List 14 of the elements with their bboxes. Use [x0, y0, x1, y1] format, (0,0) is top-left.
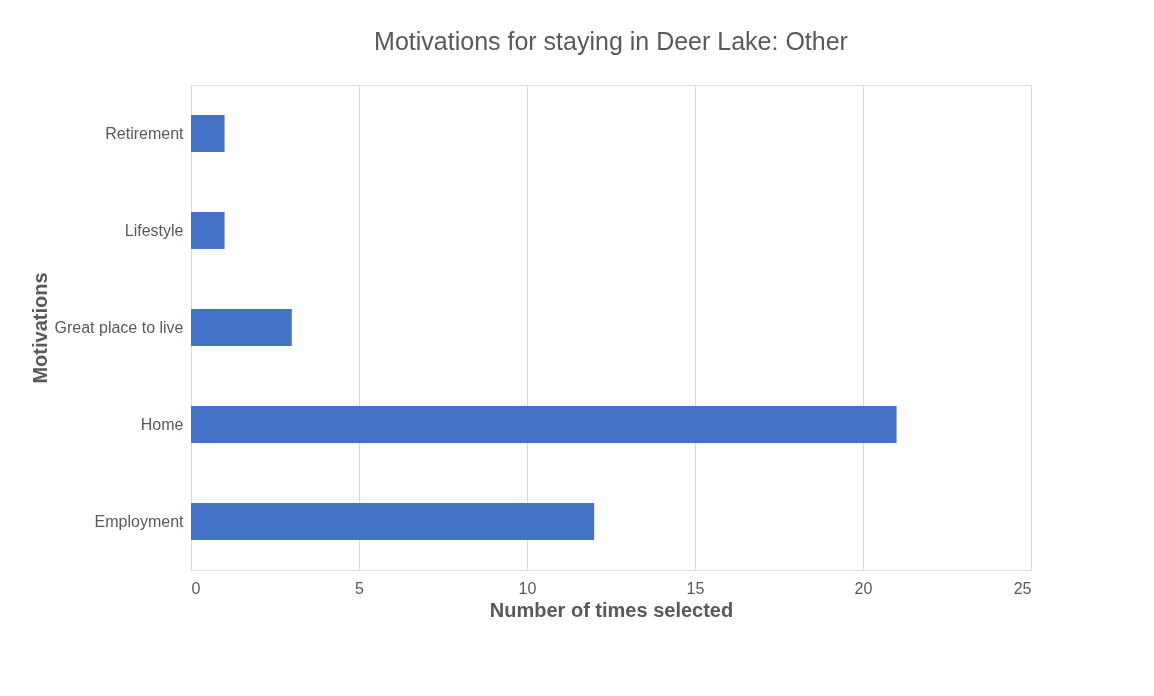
y-tick-label: Home: [140, 415, 184, 433]
y-tick-label: Retirement: [105, 124, 185, 142]
x-tick-label: 0: [191, 579, 201, 597]
x-tick-label: 15: [686, 579, 705, 597]
x-tick-label: 20: [854, 579, 873, 597]
x-tick-label: 5: [355, 579, 365, 597]
x-axis-title: Number of times selected: [489, 598, 734, 621]
y-tick-label: Employment: [94, 512, 185, 530]
x-tick-label: 25: [1013, 579, 1032, 597]
x-tick-label: 10: [518, 579, 537, 597]
y-tick-label: Lifestyle: [124, 221, 184, 239]
y-tick-label: Great place to live: [54, 318, 184, 336]
y-axis-title: Motivations: [28, 272, 51, 384]
chart-title: Motivations for staying in Deer Lake: Other: [374, 27, 848, 55]
